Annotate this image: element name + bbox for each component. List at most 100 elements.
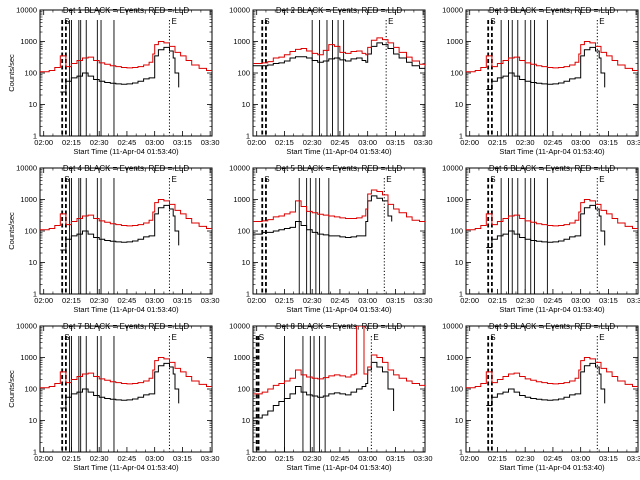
y-tick-label: 10 [242,258,250,267]
x-tick-label: 02:00 [247,454,266,463]
x-tick-label: 03:30 [414,454,433,463]
y-tick-label: 10000 [442,6,463,15]
x-tick-label: 02:45 [118,454,137,463]
y-tick-label: 10 [455,100,463,109]
x-tick-label: 02:45 [331,454,350,463]
x-tick-label: 03:30 [627,138,640,147]
y-tick-label: 1000 [233,195,250,204]
x-tick-label: 03:30 [627,454,640,463]
y-tick-label: 100 [237,69,250,78]
x-tick-label: 02:00 [34,296,53,305]
chart-title: Det 5 BLACK = Events, RED = LLD [276,164,403,173]
y-tick-label: 1000 [233,37,250,46]
x-tick-label: 03:15 [386,296,405,305]
chart-title: Det 1 BLACK = Events, RED = LLD [63,6,190,15]
y-tick-label: 100 [450,69,463,78]
x-axis-title: Start Time (11-Apr-04 01:53:40) [499,463,605,472]
start-flag-label: S [264,175,269,184]
x-tick-label: 02:30 [303,454,322,463]
y-tick-label: 10000 [229,6,250,15]
y-axis-title: Counts/sec [7,212,16,250]
chart-det-4: 1 10 100 1000 10000 02:00 02:15 02:30 02:45 03:00… [7,164,220,315]
x-tick-label: 03:30 [627,296,640,305]
series-events-line [60,362,180,409]
x-tick-label: 03:00 [145,454,164,463]
y-tick-label: 1000 [233,353,250,362]
x-tick-label: 03:30 [414,138,433,147]
x-tick-label: 02:15 [275,138,294,147]
end-flag-label: E [388,17,393,26]
y-tick-label: 1000 [20,37,37,46]
end-flag-label: E [171,333,176,342]
x-tick-label: 03:00 [571,454,590,463]
x-tick-label: 02:15 [488,454,507,463]
series-events-line [486,46,606,90]
plot-frame [252,325,426,453]
y-tick-label: 100 [237,227,250,236]
series-events-line [253,195,393,238]
x-tick-label: 03:15 [599,454,618,463]
x-tick-label: 02:30 [303,296,322,305]
x-tick-label: 02:00 [460,454,479,463]
end-flag-label: E [386,175,391,184]
x-tick-label: 03:00 [358,138,377,147]
x-tick-label: 02:45 [331,296,350,305]
chart-title: Det 9 BLACK = Events, RED = LLD [489,322,616,331]
x-tick-label: 03:00 [358,454,377,463]
x-tick-label: 03:15 [386,454,405,463]
end-flag-label: E [171,175,176,184]
y-tick-label: 1 [246,290,250,299]
start-flag-label: S [264,17,269,26]
y-tick-label: 10 [455,416,463,425]
series-lld-line [40,41,212,73]
x-axis-title: Start Time (11-Apr-04 01:53:40) [286,305,392,314]
x-tick-label: 03:30 [414,296,433,305]
x-tick-label: 03:30 [201,138,220,147]
series-lld-line [466,199,638,231]
chart-det-1: 1 10 100 1000 10000 02:00 02:15 02:30 02:45 03:00… [7,6,220,157]
chart-title: Det 2 BLACK = Events, RED = LLD [276,6,403,15]
y-tick-label: 1 [33,290,37,299]
x-tick-label: 03:15 [173,454,192,463]
y-tick-label: 10000 [16,322,37,331]
x-tick-label: 02:45 [544,454,563,463]
end-flag-label: E [599,333,604,342]
y-tick-label: 100 [450,227,463,236]
x-tick-label: 02:15 [62,138,81,147]
x-tick-label: 02:30 [516,296,535,305]
x-tick-label: 02:45 [544,296,563,305]
x-tick-label: 02:00 [34,454,53,463]
y-tick-label: 1000 [20,353,37,362]
y-tick-label: 10000 [229,322,250,331]
y-tick-label: 10 [29,416,37,425]
start-flag-label: S [64,175,69,184]
series-lld-line [253,326,425,395]
x-axis-title: Start Time (11-Apr-04 01:53:40) [286,463,392,472]
x-tick-label: 02:30 [90,138,109,147]
chart-det-3: 1 10 100 1000 10000 02:00 02:15 02:30 02:45 03:00… [442,6,640,157]
y-tick-label: 100 [24,69,37,78]
x-axis-title: Start Time (11-Apr-04 01:53:40) [73,305,179,314]
x-tick-label: 02:30 [516,454,535,463]
end-flag-label: E [599,175,604,184]
plot-area [253,326,425,452]
x-tick-label: 03:15 [173,138,192,147]
start-flag-label: S [64,17,69,26]
x-tick-label: 03:30 [201,296,220,305]
y-tick-label: 10 [242,100,250,109]
plot-area [466,336,638,452]
x-tick-label: 02:45 [544,138,563,147]
series-events-line [60,46,180,93]
x-tick-label: 02:45 [118,138,137,147]
y-tick-label: 100 [24,227,37,236]
plot-frame [252,9,426,137]
series-lld-line [466,357,638,389]
x-tick-label: 02:15 [62,296,81,305]
chart-det-6: 1 10 100 1000 10000 02:00 02:15 02:30 02:45 03:00… [442,164,640,315]
plot-area [466,178,638,294]
x-tick-label: 02:30 [90,454,109,463]
start-flag-label: S [490,175,495,184]
x-tick-label: 03:15 [386,138,405,147]
chart-det-7: 1 10 100 1000 10000 02:00 02:15 02:30 02:45 03:00… [7,322,220,473]
